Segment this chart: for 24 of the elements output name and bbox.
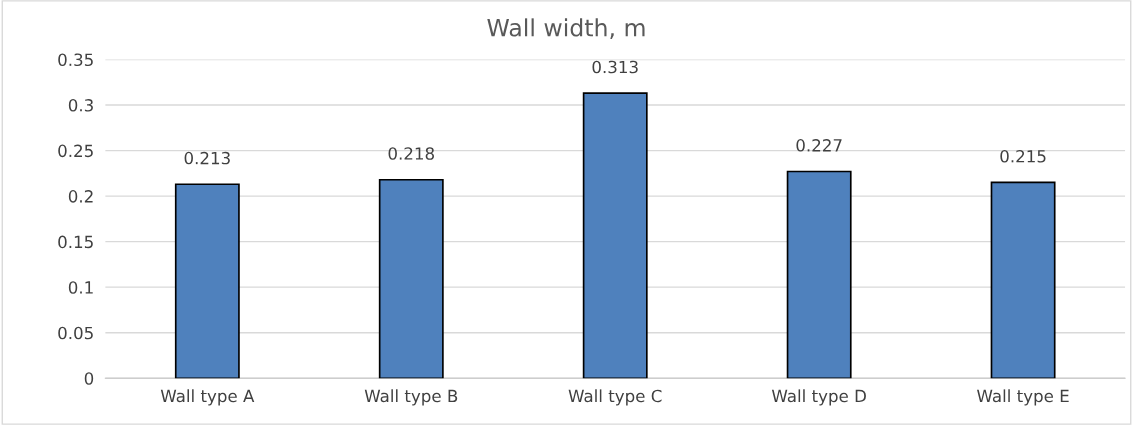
data-label: 0.227 [796, 139, 842, 152]
y-tick-label: 0.2 [68, 190, 93, 203]
y-tick-label: 0.15 [58, 235, 93, 249]
data-label: 0.213 [184, 151, 230, 165]
y-tick-label: 0.05 [58, 326, 93, 340]
bar [786, 170, 852, 379]
data-label: 0.215 [1000, 149, 1046, 163]
bar [174, 183, 240, 379]
y-tick-label: 0.3 [68, 99, 93, 112]
bar [582, 92, 648, 379]
y-tick-label: 0.35 [58, 53, 93, 67]
x-tick-label: Wall type A [160, 389, 255, 406]
bar [378, 178, 444, 379]
y-tick-label: 0 [84, 372, 94, 385]
data-label: 0.313 [592, 60, 638, 74]
data-label: 0.218 [388, 147, 434, 160]
x-tick-label: Wall type B [364, 389, 458, 406]
x-tick-label: Wall type D [771, 389, 866, 406]
x-tick-label: Wall type E [977, 389, 1069, 406]
x-tick-label: Wall type C [568, 389, 662, 406]
y-tick-label: 0.1 [68, 281, 93, 294]
bar [990, 181, 1056, 379]
chart-title: Wall width, m [487, 18, 645, 40]
y-tick-label: 0.25 [58, 144, 93, 158]
